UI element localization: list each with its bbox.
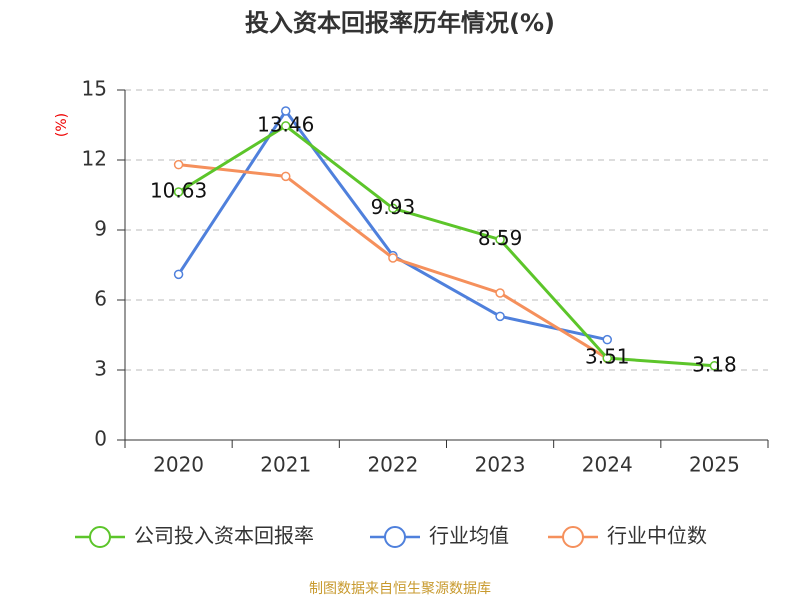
x-tick-label: 2025 [689, 453, 740, 477]
y-tick-label: 0 [94, 427, 107, 451]
data-label: 8.59 [478, 226, 523, 250]
y-tick-label: 15 [82, 77, 107, 101]
data-point [709, 361, 720, 371]
x-tick-label: 2021 [260, 453, 311, 477]
data-point [602, 334, 612, 345]
data-point [495, 311, 505, 322]
x-tick-label: 2023 [475, 453, 526, 477]
y-tick-label: 6 [94, 287, 107, 311]
data-point [173, 159, 184, 170]
series-line [177, 124, 715, 368]
legend-label: 行业均值 [429, 524, 509, 548]
legend-label: 公司投入资本回报率 [134, 524, 314, 548]
y-tick-label: 3 [94, 357, 107, 381]
data-point [495, 288, 505, 298]
data-point [281, 106, 291, 116]
data-label: 3.51 [585, 345, 630, 369]
data-point [173, 269, 184, 280]
data-point [281, 171, 291, 182]
chart-title: 投入资本回报率历年情况(%) [245, 9, 555, 37]
data-point [602, 353, 612, 363]
data-label: 10.63 [150, 178, 207, 202]
legend-label: 行业中位数 [607, 524, 707, 548]
data-point [388, 253, 398, 263]
data-point [495, 234, 505, 245]
data-label: 3.18 [692, 352, 737, 376]
data-point [388, 203, 398, 214]
y-tick-label: 9 [94, 217, 107, 241]
series-line [177, 108, 608, 342]
y-tick-label: 12 [82, 147, 107, 171]
data-point [173, 187, 184, 197]
y-axis-label: (%) [54, 113, 70, 137]
source-note: 制图数据来自恒生聚源数据库 [309, 581, 491, 597]
data-point [281, 121, 291, 131]
legend-marker [384, 526, 406, 548]
x-tick-label: 2024 [582, 453, 633, 477]
data-label: 9.93 [371, 195, 416, 219]
x-tick-label: 2020 [153, 453, 204, 477]
x-tick-label: 2022 [367, 453, 418, 477]
legend-marker [562, 526, 584, 548]
data-label: 13.46 [257, 112, 314, 136]
legend-marker [89, 526, 111, 548]
